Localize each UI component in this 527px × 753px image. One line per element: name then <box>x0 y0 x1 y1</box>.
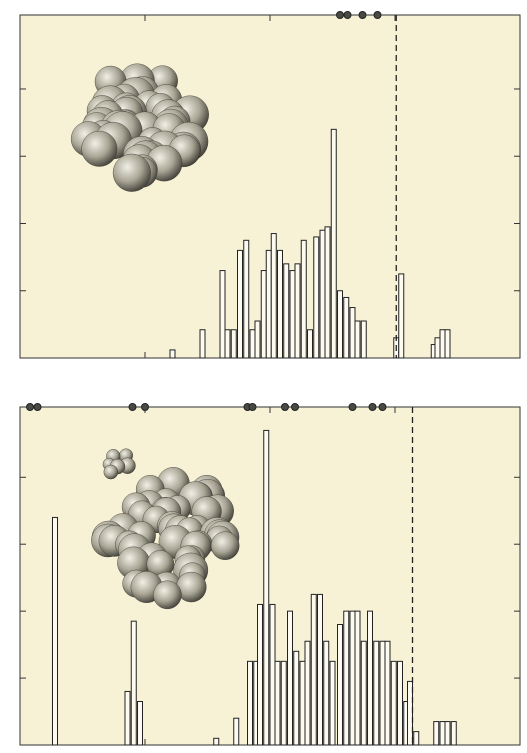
bar <box>330 128 337 359</box>
bar <box>287 610 293 746</box>
marker-dot <box>26 403 34 411</box>
bar <box>313 236 320 359</box>
marker-dot <box>291 403 299 411</box>
marker-dot <box>358 11 367 19</box>
marker-dot <box>343 11 352 19</box>
bar <box>444 329 451 359</box>
bar <box>323 640 330 746</box>
bar <box>124 690 131 746</box>
bar <box>243 239 250 359</box>
bar <box>367 610 373 746</box>
bar <box>304 640 311 746</box>
bar <box>360 640 367 746</box>
bar <box>439 721 446 746</box>
bar <box>300 239 307 359</box>
sphere <box>81 130 118 167</box>
bar <box>349 610 356 746</box>
bar <box>260 270 267 359</box>
marker-dot <box>336 11 344 19</box>
bar <box>413 731 420 746</box>
bar <box>373 640 380 746</box>
cluster-illustration <box>70 63 209 192</box>
marker-dot <box>128 403 137 411</box>
bar <box>337 290 343 359</box>
bar <box>289 270 296 359</box>
bar <box>307 329 313 359</box>
bar <box>224 329 231 359</box>
marker-dot <box>373 11 382 19</box>
bar <box>439 329 446 359</box>
marker-dot <box>368 403 377 411</box>
bar <box>294 263 301 359</box>
marker-dot <box>33 403 42 411</box>
bar <box>263 429 270 746</box>
bar <box>354 320 361 359</box>
bar <box>270 233 277 359</box>
bar <box>199 329 206 359</box>
bar <box>257 603 263 746</box>
bar <box>450 721 457 746</box>
bar <box>433 721 440 746</box>
marker-dot <box>248 403 257 411</box>
bar <box>254 320 261 359</box>
bar <box>293 650 300 746</box>
sphere <box>112 153 151 192</box>
bar <box>213 737 220 746</box>
marker-dot <box>348 403 357 411</box>
sphere <box>153 580 182 610</box>
bar <box>337 624 343 746</box>
bar <box>310 593 317 746</box>
cluster-illustration <box>91 448 240 610</box>
bar <box>274 660 281 746</box>
bar <box>130 620 137 746</box>
bar <box>280 660 287 746</box>
bar <box>230 329 237 359</box>
bar <box>137 700 143 746</box>
bar <box>52 516 58 746</box>
bar <box>354 610 361 746</box>
marker-dot <box>141 403 149 411</box>
bar <box>398 273 405 359</box>
panels <box>19 11 521 746</box>
bar <box>233 717 240 746</box>
bar <box>434 337 441 359</box>
bar <box>219 270 226 359</box>
bar <box>343 296 350 359</box>
bar <box>390 660 397 746</box>
panel <box>19 11 521 359</box>
bar <box>249 329 256 359</box>
bar <box>397 660 403 746</box>
bar <box>444 721 451 746</box>
bar <box>324 226 331 359</box>
bar <box>269 603 276 746</box>
bar <box>299 660 306 746</box>
bar <box>343 610 350 746</box>
bar <box>317 593 323 746</box>
bar <box>169 349 176 359</box>
bar <box>349 307 356 359</box>
bar <box>319 229 326 359</box>
bar <box>265 249 272 359</box>
bar <box>379 640 386 746</box>
bar <box>329 660 336 746</box>
marker-dot <box>378 403 387 411</box>
bar <box>407 680 413 746</box>
bar <box>247 660 253 746</box>
bar <box>283 263 290 359</box>
bar <box>277 249 283 359</box>
sphere <box>210 531 240 560</box>
marker-dot <box>281 403 289 411</box>
bar <box>384 640 391 746</box>
panel <box>19 403 521 746</box>
sphere <box>103 464 119 480</box>
bar <box>360 320 367 359</box>
bar <box>237 249 243 359</box>
